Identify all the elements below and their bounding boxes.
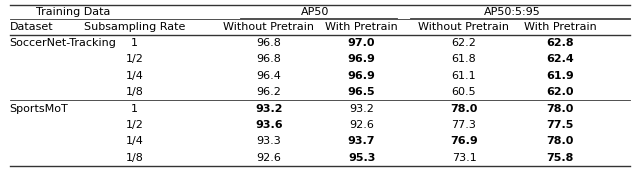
Text: 61.1: 61.1 [452,71,476,81]
Text: 61.9: 61.9 [546,71,574,81]
Text: With Pretrain: With Pretrain [325,22,398,32]
Text: 96.2: 96.2 [257,87,281,97]
Text: 78.0: 78.0 [451,104,477,113]
Text: 97.0: 97.0 [348,38,375,48]
Text: AP50:5:95: AP50:5:95 [484,7,540,17]
Text: 1/8: 1/8 [125,87,143,97]
Text: 75.8: 75.8 [547,153,573,163]
Text: 62.8: 62.8 [546,38,574,48]
Text: 93.7: 93.7 [348,136,375,146]
Text: 1/4: 1/4 [125,71,143,81]
Text: 62.4: 62.4 [546,54,574,64]
Text: Without Pretrain: Without Pretrain [419,22,509,32]
Text: 92.6: 92.6 [349,120,374,130]
Text: 1: 1 [131,38,138,48]
Text: 78.0: 78.0 [547,136,573,146]
Text: Subsampling Rate: Subsampling Rate [84,22,185,32]
Text: Dataset: Dataset [10,22,53,32]
Text: 1: 1 [131,104,138,113]
Text: 1/2: 1/2 [125,120,143,130]
Text: 92.6: 92.6 [257,153,281,163]
Text: 96.9: 96.9 [348,71,376,81]
Text: 76.9: 76.9 [450,136,478,146]
Text: 77.3: 77.3 [452,120,476,130]
Text: 62.0: 62.0 [547,87,573,97]
Text: 93.6: 93.6 [255,120,283,130]
Text: Training Data: Training Data [36,7,111,17]
Text: Without Pretrain: Without Pretrain [223,22,314,32]
Text: AP50: AP50 [301,7,330,17]
Text: 93.3: 93.3 [257,136,281,146]
Text: 96.5: 96.5 [348,87,376,97]
Text: With Pretrain: With Pretrain [524,22,596,32]
Text: 62.2: 62.2 [452,38,476,48]
Text: 78.0: 78.0 [547,104,573,113]
Text: 77.5: 77.5 [547,120,573,130]
Text: 93.2: 93.2 [255,104,282,113]
Text: SoccerNet-Tracking: SoccerNet-Tracking [10,38,116,48]
Text: 96.8: 96.8 [257,38,281,48]
Text: SportsMoT: SportsMoT [10,104,68,113]
Text: 93.2: 93.2 [349,104,374,113]
Text: 1/8: 1/8 [125,153,143,163]
Text: 95.3: 95.3 [348,153,375,163]
Text: 60.5: 60.5 [452,87,476,97]
Text: 1/2: 1/2 [125,54,143,64]
Text: 61.8: 61.8 [452,54,476,64]
Text: 96.8: 96.8 [257,54,281,64]
Text: 96.4: 96.4 [257,71,281,81]
Text: 73.1: 73.1 [452,153,476,163]
Text: 1/4: 1/4 [125,136,143,146]
Text: 96.9: 96.9 [348,54,376,64]
